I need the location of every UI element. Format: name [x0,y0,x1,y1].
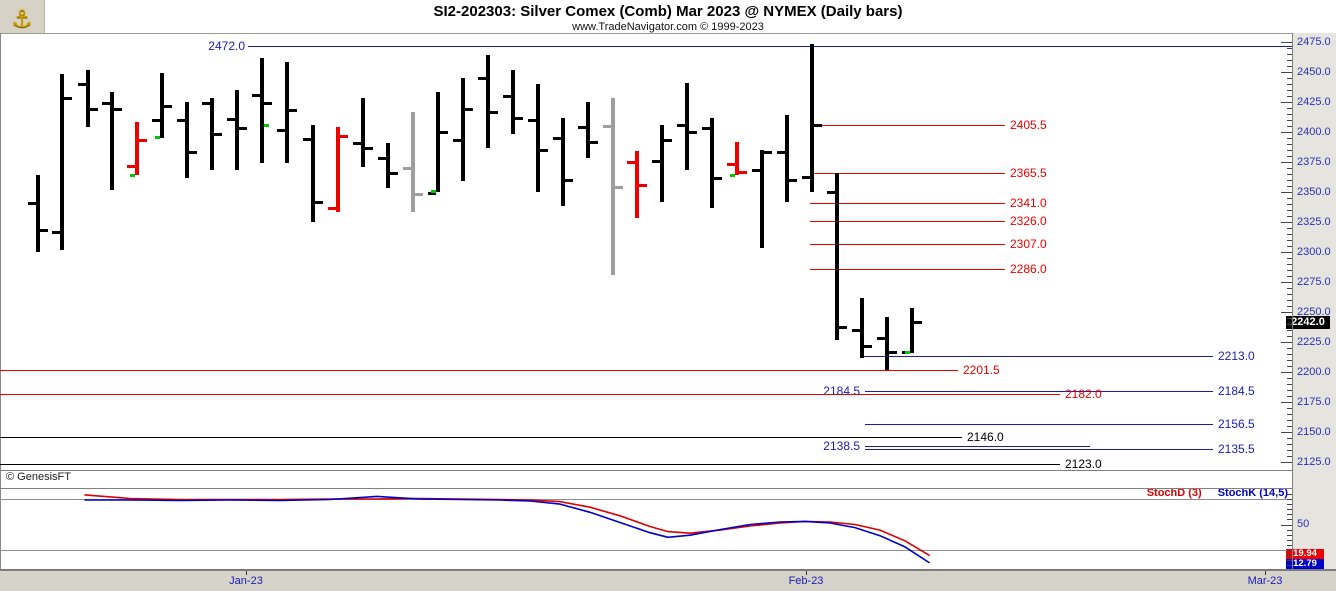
sextant-icon: ⚓ [11,5,33,33]
tradenavigator-logo[interactable]: ⚓ [0,0,45,39]
price-axis-column [1293,33,1336,570]
genesisft-copyright: © GenesisFT [6,471,71,483]
stochd-value-badge: 19.94 [1286,549,1324,559]
stochd-legend-label[interactable]: StochD (3) [1146,487,1202,499]
price-chart-panel[interactable] [0,33,1293,471]
stoch-50-label: 50 [1297,518,1310,530]
date-axis-strip[interactable] [0,571,1336,591]
chart-subtitle: www.TradeNavigator.com © 1999-2023 [572,21,764,33]
stochastic-panel[interactable] [0,488,1293,570]
stoch-legend: StochD (3) StochK (14,5) [900,488,1288,499]
stochk-legend-label[interactable]: StochK (14,5) [1217,487,1288,499]
chart-title: SI2-202303: Silver Comex (Comb) Mar 2023… [433,3,903,20]
stochk-value-badge: 12.79 [1286,559,1324,569]
last-price-badge: 2242.0 [1286,316,1330,329]
